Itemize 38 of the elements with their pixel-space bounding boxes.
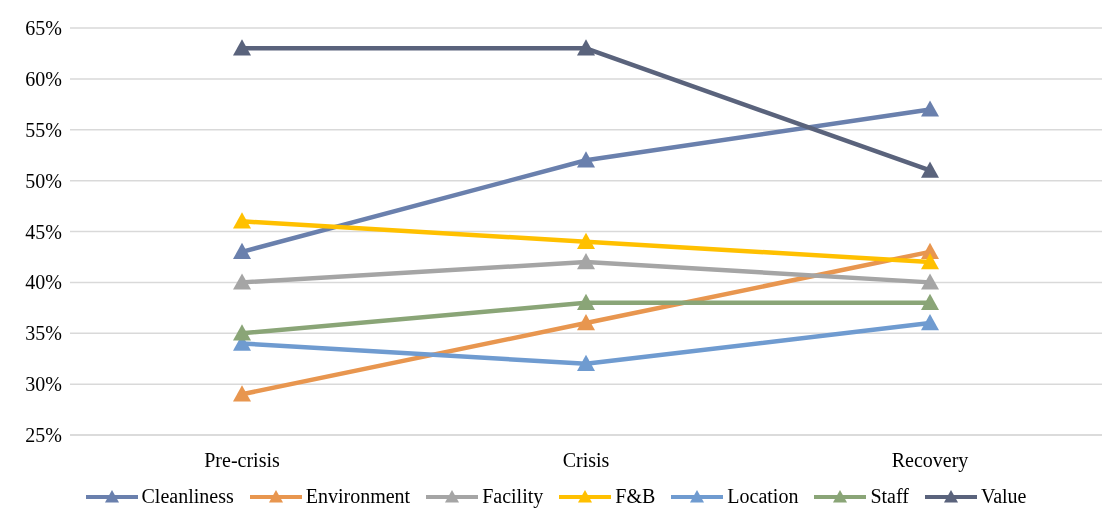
point (921, 161, 939, 178)
y-tick-label: 40% (25, 271, 62, 294)
legend-label: Environment (304, 485, 411, 508)
point (233, 242, 251, 260)
legend-label: F&B (614, 485, 656, 508)
legend-label: Value (979, 485, 1027, 508)
legend-label: Cleanliness (140, 485, 234, 508)
point (921, 314, 939, 331)
point (577, 151, 595, 168)
point (577, 39, 595, 56)
point (921, 100, 939, 117)
y-tick-label: 65% (25, 17, 62, 40)
point (577, 314, 595, 331)
point (577, 293, 595, 310)
y-tick-label: 55% (25, 118, 62, 141)
point (577, 354, 595, 371)
point (233, 324, 251, 341)
point (577, 253, 595, 270)
x-tick-label: Pre-crisis (204, 449, 280, 472)
legend-label: Facility (481, 485, 544, 508)
point (577, 232, 595, 249)
y-tick-label: 50% (25, 169, 62, 192)
point (233, 212, 251, 229)
point (921, 293, 939, 310)
point (233, 273, 251, 290)
y-tick-label: 25% (25, 424, 62, 447)
y-tick-label: 60% (25, 67, 62, 90)
y-tick-label: 30% (25, 373, 62, 396)
x-tick-label: Recovery (891, 449, 969, 473)
point (233, 385, 251, 402)
y-tick-label: 35% (25, 322, 62, 345)
point (921, 273, 939, 290)
legend-label: Location (726, 485, 799, 508)
x-tick-label: Crisis (562, 449, 610, 472)
point (233, 39, 251, 56)
point (921, 253, 939, 270)
legend-label: Staff (869, 485, 909, 508)
y-tick-label: 45% (25, 220, 62, 243)
